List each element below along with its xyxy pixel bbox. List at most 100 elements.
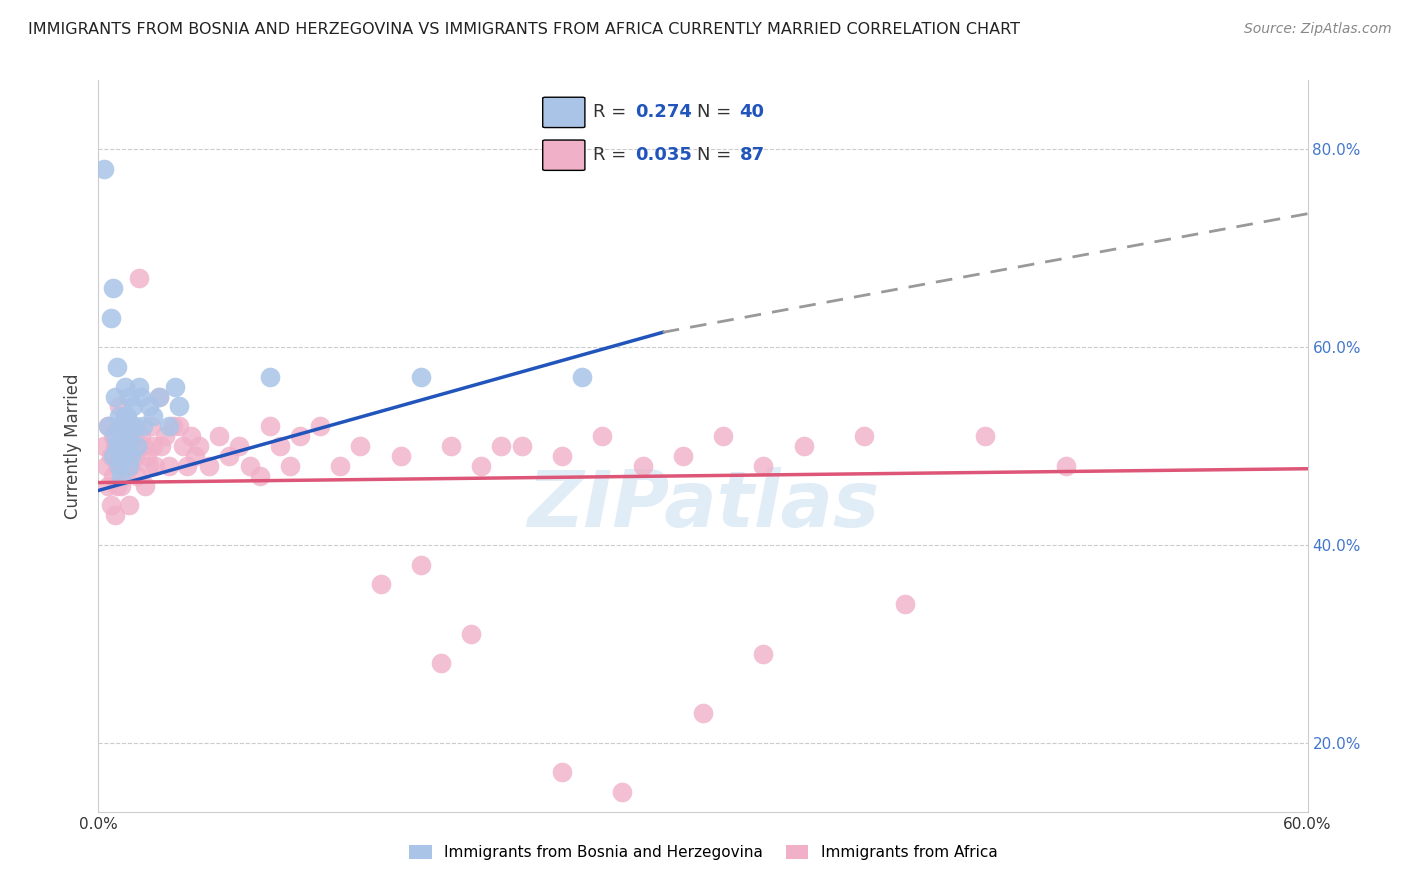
- Text: 0.274: 0.274: [636, 103, 692, 121]
- Point: [115, 409, 138, 424]
- FancyBboxPatch shape: [543, 140, 585, 170]
- Point: [101, 449, 124, 463]
- Point: [121, 400, 143, 414]
- Point: [409, 369, 432, 384]
- Point: [142, 409, 165, 424]
- Point: [103, 429, 125, 443]
- Point: [309, 419, 332, 434]
- Point: [132, 439, 155, 453]
- Point: [752, 458, 775, 473]
- Text: ZIPatlas: ZIPatlas: [527, 467, 879, 542]
- Text: R =: R =: [593, 146, 633, 164]
- Text: N =: N =: [697, 103, 737, 121]
- Point: [121, 429, 143, 443]
- Point: [510, 439, 533, 453]
- Point: [389, 449, 412, 463]
- Point: [138, 458, 160, 473]
- Point: [124, 449, 146, 463]
- Point: [103, 508, 125, 523]
- Point: [120, 458, 142, 473]
- Point: [132, 419, 155, 434]
- Y-axis label: Currently Married: Currently Married: [65, 373, 83, 519]
- Point: [111, 419, 134, 434]
- Point: [218, 449, 240, 463]
- Point: [101, 429, 124, 443]
- Point: [135, 449, 157, 463]
- Point: [752, 647, 775, 661]
- Point: [103, 439, 125, 453]
- Point: [571, 369, 593, 384]
- Point: [148, 390, 170, 404]
- Point: [96, 458, 118, 473]
- Point: [110, 439, 132, 453]
- Point: [430, 657, 453, 671]
- Point: [349, 439, 371, 453]
- Point: [1054, 458, 1077, 473]
- Point: [105, 359, 128, 374]
- Point: [259, 419, 281, 434]
- Point: [101, 468, 124, 483]
- Point: [148, 390, 170, 404]
- Text: N =: N =: [697, 146, 737, 164]
- Point: [120, 419, 142, 434]
- Point: [111, 429, 134, 443]
- Point: [149, 439, 172, 453]
- Point: [153, 429, 176, 443]
- Point: [163, 380, 186, 394]
- Point: [115, 419, 138, 434]
- Text: R =: R =: [593, 103, 633, 121]
- Point: [974, 429, 997, 443]
- Point: [128, 380, 150, 394]
- Point: [97, 419, 120, 434]
- Point: [134, 478, 156, 492]
- Point: [139, 419, 162, 434]
- Point: [118, 458, 141, 473]
- Point: [188, 439, 211, 453]
- Point: [125, 468, 148, 483]
- Point: [176, 458, 198, 473]
- Point: [118, 458, 141, 473]
- Point: [470, 458, 492, 473]
- Point: [107, 419, 129, 434]
- Point: [269, 439, 291, 453]
- FancyBboxPatch shape: [543, 97, 585, 128]
- Point: [124, 419, 146, 434]
- Point: [114, 468, 136, 483]
- Point: [107, 409, 129, 424]
- Text: IMMIGRANTS FROM BOSNIA AND HERZEGOVINA VS IMMIGRANTS FROM AFRICA CURRENTLY MARRI: IMMIGRANTS FROM BOSNIA AND HERZEGOVINA V…: [28, 22, 1021, 37]
- Point: [105, 458, 128, 473]
- Point: [157, 458, 180, 473]
- Point: [329, 458, 352, 473]
- Point: [101, 281, 124, 295]
- Point: [143, 458, 166, 473]
- Point: [111, 449, 134, 463]
- Point: [115, 439, 138, 453]
- Point: [208, 429, 231, 443]
- Point: [440, 439, 463, 453]
- Point: [125, 439, 148, 453]
- Point: [114, 409, 136, 424]
- Point: [551, 765, 574, 780]
- Point: [612, 785, 634, 799]
- Point: [107, 400, 129, 414]
- Point: [591, 429, 613, 443]
- Point: [551, 449, 574, 463]
- Point: [93, 162, 115, 177]
- Point: [115, 449, 138, 463]
- Point: [672, 449, 695, 463]
- Point: [129, 429, 152, 443]
- Point: [711, 429, 734, 443]
- Point: [893, 597, 915, 611]
- Point: [100, 449, 122, 463]
- Point: [180, 429, 202, 443]
- Point: [167, 419, 190, 434]
- Point: [259, 369, 281, 384]
- Point: [93, 439, 115, 453]
- Point: [138, 400, 160, 414]
- Point: [172, 439, 194, 453]
- Point: [128, 271, 150, 285]
- Point: [110, 478, 132, 492]
- Point: [370, 577, 392, 591]
- Point: [167, 400, 190, 414]
- Point: [110, 439, 132, 453]
